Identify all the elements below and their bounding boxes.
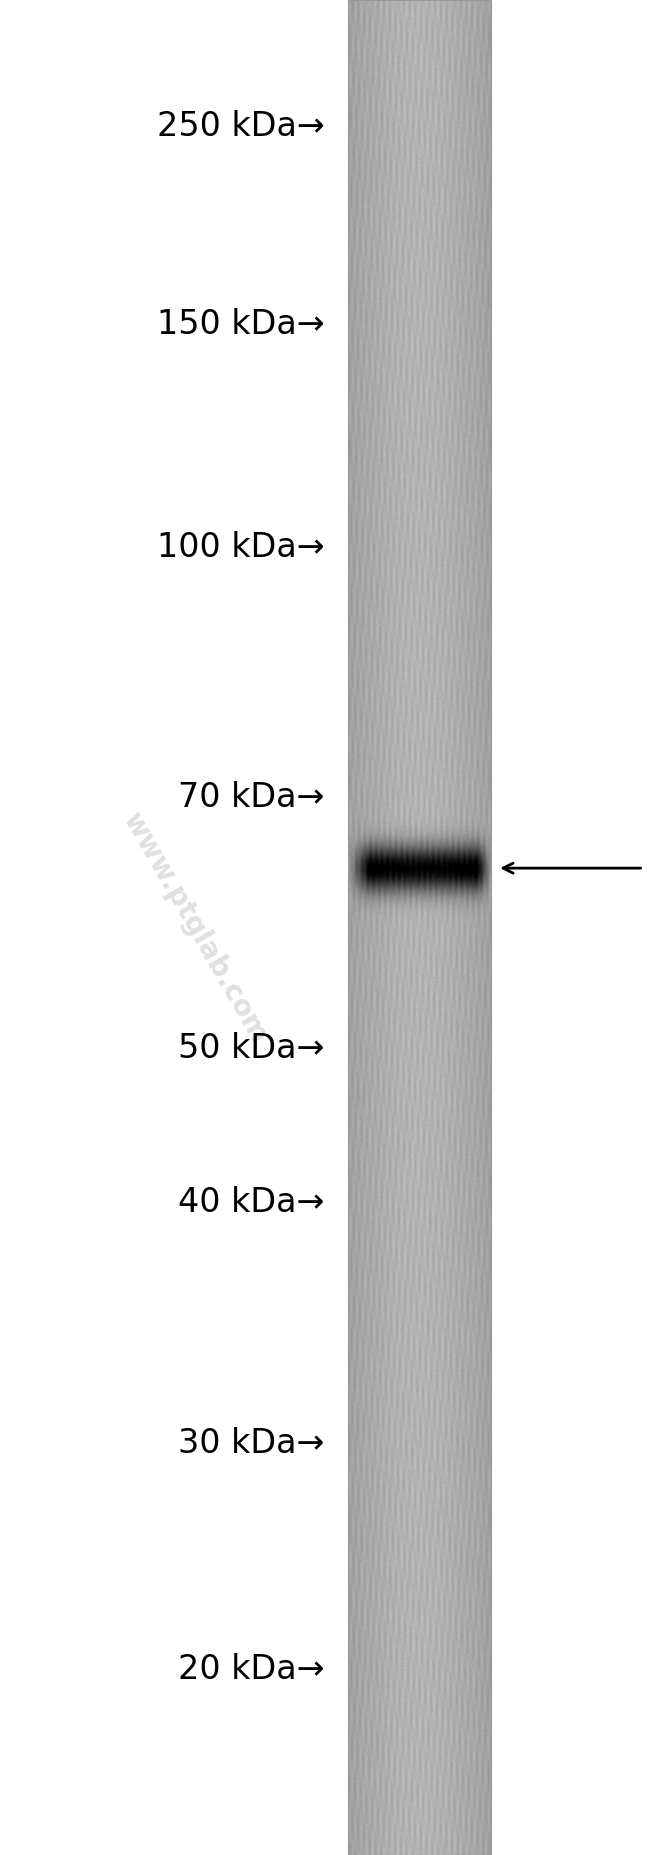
Text: 100 kDa→: 100 kDa→ <box>157 531 325 564</box>
Text: www.ptglab.com: www.ptglab.com <box>118 807 272 1048</box>
Text: 70 kDa→: 70 kDa→ <box>179 781 325 814</box>
Text: 40 kDa→: 40 kDa→ <box>179 1185 325 1219</box>
Text: 150 kDa→: 150 kDa→ <box>157 308 325 341</box>
Text: 20 kDa→: 20 kDa→ <box>178 1653 325 1686</box>
Text: 50 kDa→: 50 kDa→ <box>179 1031 325 1065</box>
Text: 30 kDa→: 30 kDa→ <box>179 1426 325 1460</box>
Text: 250 kDa→: 250 kDa→ <box>157 109 325 143</box>
Bar <box>348 0 491 1855</box>
